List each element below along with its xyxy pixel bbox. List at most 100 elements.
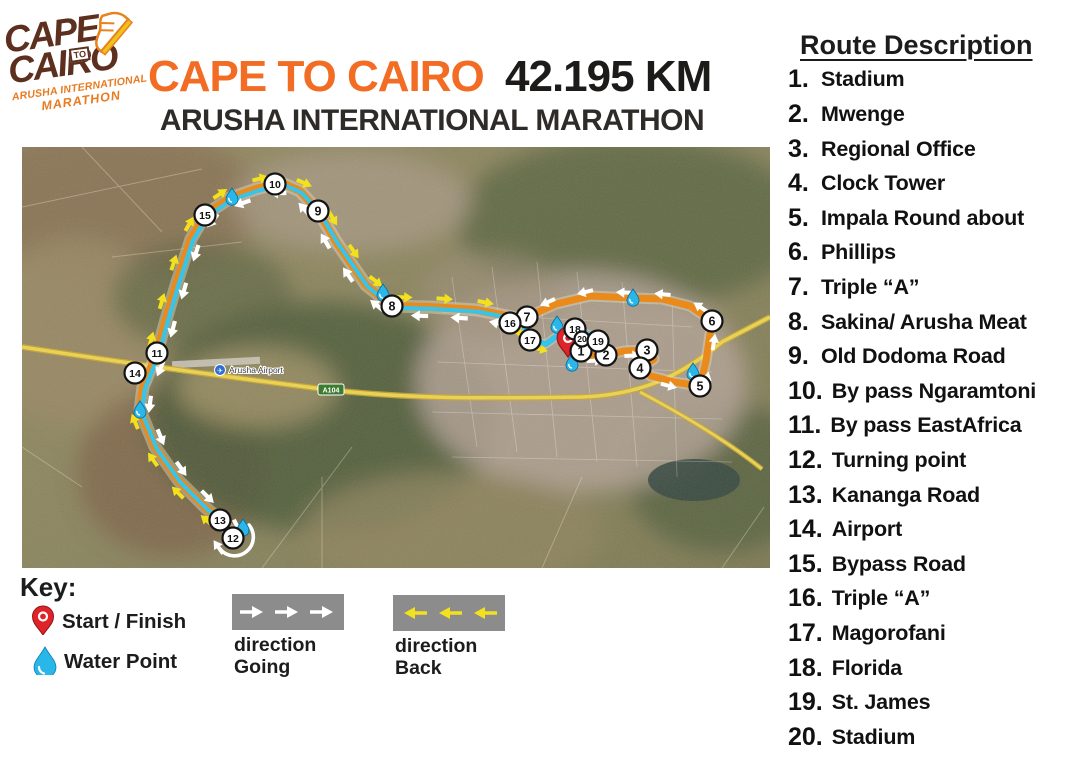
route-item-label: Bypass Road [831, 551, 966, 576]
back-direction-arrow [368, 274, 383, 287]
page-subtitle: ARUSHA INTERNATIONAL MARATHON [159, 104, 705, 137]
route-item-3: 3. Regional Office [788, 132, 976, 167]
water-drop-highlight [228, 197, 233, 203]
route-item-15: 15. Bypass Road [788, 547, 966, 582]
route-item-number: 19. [788, 688, 823, 717]
going-direction-arrow [200, 489, 214, 504]
waypoint-number: 14 [129, 368, 141, 380]
route-item-13: 13. Kananga Road [788, 478, 980, 513]
route-item-8: 8. Sakina/ Arusha Meat [788, 305, 1027, 340]
going-route-line [523, 292, 716, 390]
route-item-number: 14. [788, 515, 823, 544]
back-direction-arrow [146, 331, 157, 349]
route-item-label: Airport [831, 517, 903, 542]
going-direction-arrow [708, 333, 719, 351]
route-item-6: 6. Phillips [788, 236, 896, 271]
waypoint-number: 5 [697, 380, 704, 394]
u-turn-arrow [218, 523, 256, 558]
going-direction-arrow [155, 359, 166, 377]
back-direction-arrow [436, 293, 453, 305]
waypoint-number: 15 [199, 210, 211, 222]
direction-going-line1: direction [234, 634, 317, 656]
waypoint-circle [380, 294, 404, 318]
direction-going-label: direction Going [234, 634, 316, 679]
going-direction-arrow [234, 197, 252, 209]
route-item-label: Impala Round about [821, 205, 1025, 230]
route-item-number: 5. [788, 203, 809, 232]
airport-plane-glyph: ✈ [217, 367, 223, 375]
waypoint-number: 1 [578, 345, 585, 359]
waypoint-circle [208, 508, 232, 532]
back-direction-arrow [295, 177, 312, 188]
waypoint-circle [145, 341, 169, 365]
back-direction-arrow [251, 173, 269, 184]
going-direction-arrow [167, 320, 179, 338]
route-item-19: 19. St. James [788, 686, 931, 721]
waypoint-number: 6 [709, 315, 716, 329]
route-item-number: 18. [788, 653, 823, 682]
back-arrows-icon [404, 607, 497, 619]
route-item-20: 20. Stadium [788, 720, 915, 755]
back-direction-arrow [183, 216, 194, 232]
water-drop-highlight [379, 293, 384, 299]
back-direction-arrow [130, 413, 140, 430]
waypoint-marker-10: 10 [263, 172, 287, 196]
going-direction-arrow [410, 310, 429, 322]
direction-going-line2: Going [234, 656, 291, 679]
waypoint-number: 12 [227, 533, 239, 545]
route-item-number: 13. [788, 480, 823, 509]
waypoint-circle [628, 356, 652, 380]
route-item-16: 16. Triple “A” [788, 582, 930, 617]
waypoint-marker-19: 19 [586, 329, 610, 353]
route-item-number: 3. [788, 134, 809, 163]
route-item-12: 12. Turning point [788, 443, 966, 478]
route-item-label: Old Dodoma Road [821, 344, 1006, 369]
water-point-icon [133, 400, 147, 419]
waypoint-marker-17: 17 [518, 328, 542, 352]
waypoint-circle [518, 328, 542, 352]
u-turn-arrow-head [213, 540, 225, 555]
back-direction-arrow [171, 486, 185, 500]
back-direction-arrow [168, 254, 179, 271]
title-event-name: CAPE TO CAIRO [148, 52, 485, 101]
route-item-label: Regional Office [821, 136, 976, 161]
waypoint-marker-14: 14 [123, 361, 147, 385]
going-direction-arrow [615, 287, 633, 298]
waypoint-number: 17 [524, 335, 536, 347]
route-item-2: 2. Mwenge [788, 97, 905, 132]
waypoint-number: 7 [524, 311, 531, 325]
waypoint-marker-5: 5 [688, 374, 712, 398]
route-item-number: 11. [788, 411, 822, 440]
start-finish-pin-icon [30, 601, 56, 640]
title-distance: 42.195 KM [505, 52, 712, 101]
direction-back-line2: Back [395, 657, 442, 680]
airport-icon [214, 364, 226, 376]
route-item-number: 6. [788, 238, 809, 267]
water-drop-highlight [553, 325, 558, 331]
direction-going-swatch [232, 594, 344, 630]
route-item-5: 5. Impala Round about [788, 201, 1024, 236]
waypoint-circle [586, 329, 610, 353]
water-drop-highlight [689, 372, 694, 378]
road-badge [317, 383, 345, 396]
going-direction-arrow [342, 267, 355, 283]
going-direction-arrow [320, 233, 332, 250]
waypoint-number: 8 [389, 300, 396, 314]
event-logo: CAPE CAIRO TO ARUSHA INTERNATIONAL MARAT… [1, 4, 168, 152]
waypoint-circle [688, 374, 712, 398]
waypoint-marker-4: 4 [628, 356, 652, 380]
water-drop-highlight [629, 298, 634, 304]
waypoint-marker-16: 16 [498, 311, 522, 335]
waypoint-circle [498, 311, 522, 335]
water-drop-highlight [568, 363, 573, 369]
going-direction-arrow [576, 286, 594, 298]
waypoint-marker-15: 15 [193, 203, 217, 227]
route-item-label: By pass Ngaramtoni [831, 378, 1037, 403]
waypoint-circle [306, 199, 330, 223]
direction-back-label: direction Back [395, 635, 477, 680]
waypoint-number: 18 [569, 324, 581, 336]
waypoint-number: 4 [637, 362, 644, 376]
route-item-17: 17. Magorofani [788, 616, 946, 651]
key-label-start-finish: Start / Finish [62, 610, 187, 633]
